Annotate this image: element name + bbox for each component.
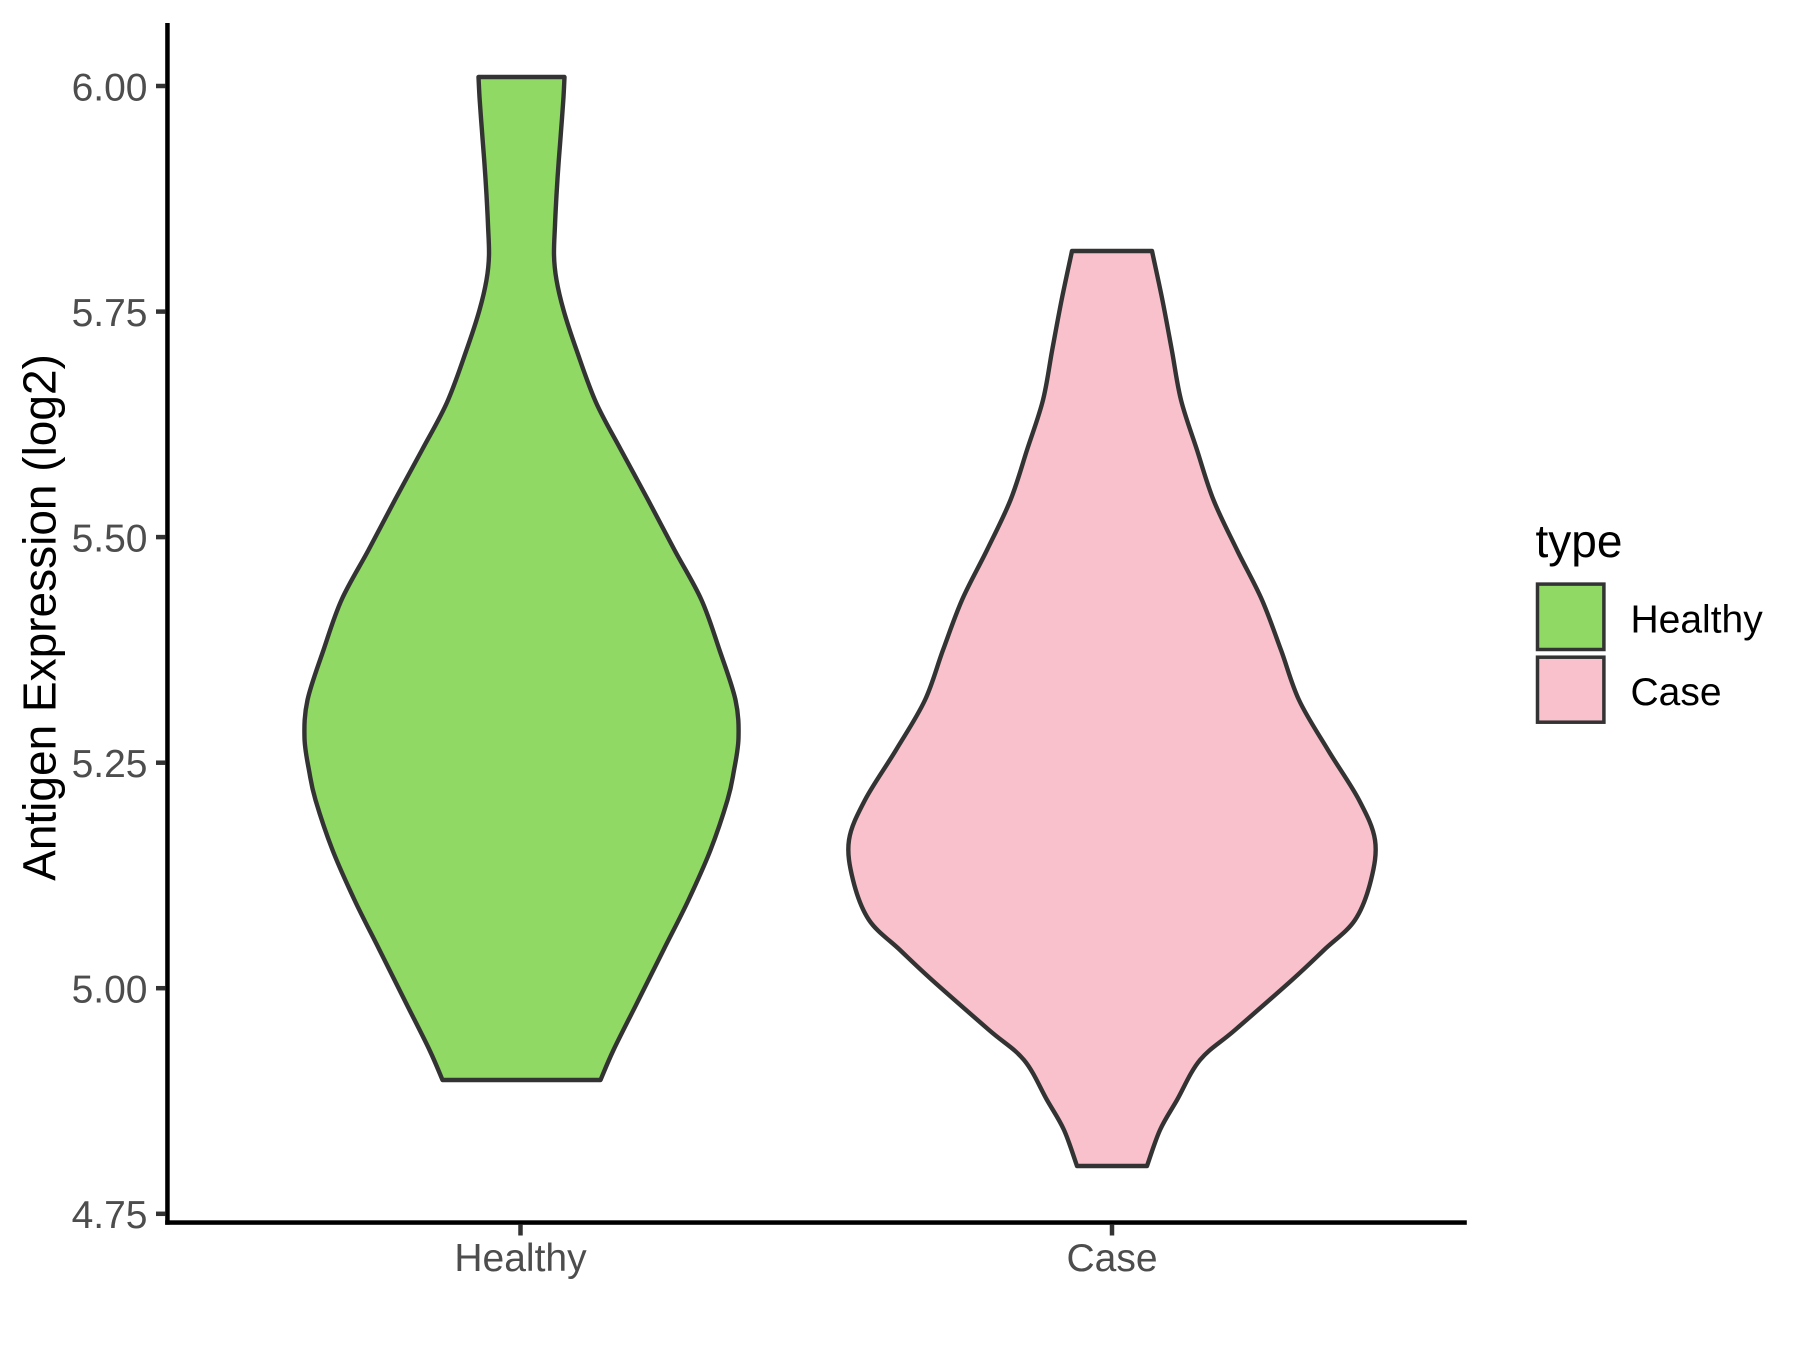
svg-text:5.50: 5.50	[72, 517, 148, 560]
svg-text:4.75: 4.75	[72, 1194, 148, 1237]
svg-text:5.00: 5.00	[72, 969, 148, 1012]
svg-text:5.75: 5.75	[72, 292, 148, 335]
svg-text:Antigen Expression (log2): Antigen Expression (log2)	[14, 354, 66, 881]
svg-text:5.25: 5.25	[72, 743, 148, 786]
svg-text:type: type	[1536, 515, 1623, 567]
svg-text:Case: Case	[1631, 671, 1722, 714]
svg-text:Case: Case	[1066, 1237, 1157, 1280]
svg-text:6.00: 6.00	[72, 66, 148, 109]
svg-text:Healthy: Healthy	[454, 1237, 587, 1280]
svg-text:Healthy: Healthy	[1631, 599, 1764, 642]
